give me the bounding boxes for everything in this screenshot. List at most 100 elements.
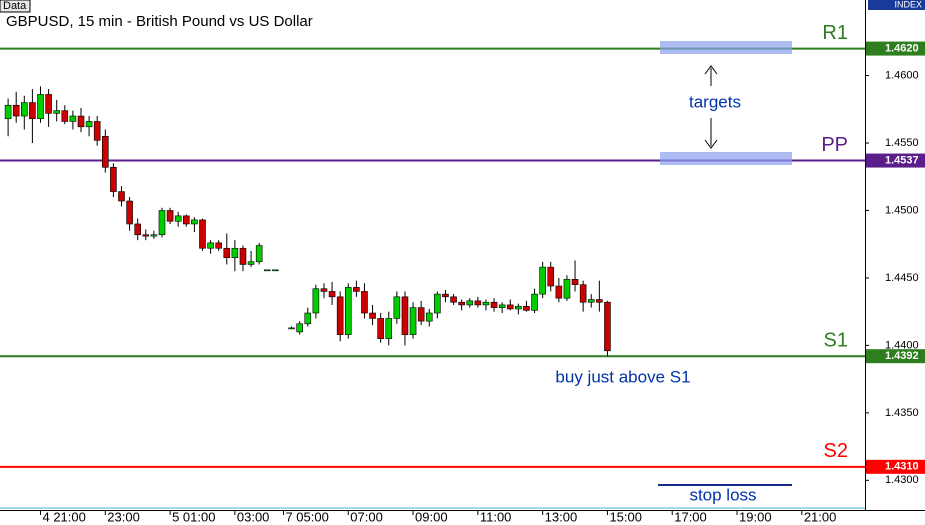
candle-body bbox=[596, 299, 603, 303]
x-tick-label: 21:00 bbox=[804, 509, 837, 524]
candle-body bbox=[207, 242, 214, 249]
y-tick-label: 1.4300 bbox=[885, 474, 919, 486]
candle-body bbox=[434, 293, 441, 314]
candle-body bbox=[20, 102, 28, 117]
y-tick-label: 1.4350 bbox=[885, 407, 919, 419]
x-tick-label: 23:00 bbox=[107, 509, 140, 524]
candle-body bbox=[579, 284, 587, 303]
candle-body bbox=[85, 121, 93, 128]
candle-body bbox=[150, 234, 158, 237]
x-tick-label: 03:00 bbox=[237, 509, 270, 524]
candle-body bbox=[466, 300, 474, 306]
candle-body bbox=[425, 312, 433, 322]
pivot-level-box bbox=[866, 349, 925, 364]
x-tick-label: 17:00 bbox=[674, 509, 707, 524]
candle-body bbox=[272, 269, 279, 272]
candle-body bbox=[142, 234, 150, 237]
candle-body bbox=[409, 307, 417, 335]
candle-body bbox=[482, 301, 490, 306]
candle-body bbox=[474, 300, 482, 306]
candle-body bbox=[174, 215, 182, 222]
arrow-head bbox=[704, 139, 718, 149]
pivot-level-box bbox=[866, 41, 925, 56]
candle-body bbox=[490, 301, 498, 308]
arrow-head bbox=[704, 65, 718, 75]
candle-body bbox=[158, 210, 166, 236]
pivot-level-name: R1 bbox=[822, 22, 848, 44]
candle-body bbox=[45, 94, 52, 114]
candle-body bbox=[361, 291, 368, 314]
x-tick-label: 4 21:00 bbox=[42, 509, 85, 524]
candle-body bbox=[450, 296, 457, 303]
candle-body bbox=[539, 266, 546, 295]
candle-body bbox=[126, 200, 133, 225]
candle-body bbox=[515, 305, 522, 310]
y-tick-label: 1.4450 bbox=[885, 272, 919, 284]
x-tick-label: 15:00 bbox=[609, 509, 642, 524]
candle-body bbox=[110, 167, 117, 192]
candle-body bbox=[393, 296, 401, 319]
candle-body bbox=[385, 318, 393, 339]
candle-body bbox=[369, 312, 376, 319]
candle-body bbox=[604, 301, 611, 352]
axis-label: INDEX bbox=[894, 0, 922, 9]
candle-body bbox=[547, 266, 555, 287]
candle-body bbox=[247, 261, 255, 265]
candle-body bbox=[182, 215, 190, 225]
annotation: stop loss bbox=[689, 485, 756, 504]
candle-body bbox=[563, 278, 571, 299]
candle-body bbox=[320, 288, 328, 292]
target-band bbox=[660, 41, 792, 54]
candle-body bbox=[255, 245, 263, 263]
candle-body bbox=[77, 115, 85, 128]
candle-body bbox=[506, 304, 514, 310]
candle-body bbox=[263, 269, 271, 272]
candle-body bbox=[571, 278, 579, 285]
candle-body bbox=[199, 219, 206, 249]
candle-body bbox=[312, 288, 320, 314]
candle-body bbox=[61, 110, 69, 122]
pivot-level-name: S1 bbox=[824, 329, 848, 351]
x-tick-label: 07:00 bbox=[350, 509, 383, 524]
x-tick-label: 5 01:00 bbox=[172, 509, 215, 524]
pivot-level-box bbox=[866, 459, 925, 474]
candle-body bbox=[53, 110, 60, 114]
panel-label: Data bbox=[3, 0, 27, 12]
x-tick-label: 11:00 bbox=[480, 509, 512, 524]
y-tick-label: 1.4550 bbox=[885, 137, 919, 149]
y-tick-label: 1.4600 bbox=[885, 69, 919, 81]
candle-body bbox=[231, 247, 239, 258]
candle-body bbox=[587, 299, 595, 303]
candle-body bbox=[328, 291, 336, 298]
candle-body bbox=[239, 247, 247, 265]
pivot-level-box bbox=[866, 153, 925, 168]
candle-body bbox=[215, 242, 222, 249]
candle-body bbox=[555, 285, 563, 299]
y-tick-label: 1.4400 bbox=[885, 339, 919, 351]
candle-body bbox=[417, 307, 425, 322]
candle-body bbox=[166, 210, 174, 222]
pivot-level-label: 1.4392 bbox=[885, 350, 919, 362]
candle-body bbox=[29, 102, 36, 120]
annotation: buy just above S1 bbox=[555, 367, 690, 386]
candle-body bbox=[93, 121, 101, 141]
candle-body bbox=[377, 318, 384, 339]
chart-title: GBPUSD, 15 min - British Pound vs US Dol… bbox=[6, 13, 313, 30]
candle-body bbox=[344, 287, 352, 335]
pivot-level-name: S2 bbox=[824, 440, 848, 462]
candle-body bbox=[498, 304, 506, 308]
annotation: targets bbox=[689, 92, 741, 111]
candle-body bbox=[4, 104, 12, 120]
candle-body bbox=[69, 115, 77, 122]
candle-body bbox=[458, 301, 465, 306]
pivot-level-label: 1.4620 bbox=[885, 42, 919, 54]
x-tick-label: 7 05:00 bbox=[285, 509, 328, 524]
x-tick-label: 09:00 bbox=[415, 509, 448, 524]
candle-body bbox=[223, 247, 231, 258]
candle-body bbox=[118, 191, 125, 202]
pivot-level-name: PP bbox=[821, 134, 848, 156]
candle-body bbox=[12, 104, 20, 117]
candle-body bbox=[401, 296, 409, 335]
